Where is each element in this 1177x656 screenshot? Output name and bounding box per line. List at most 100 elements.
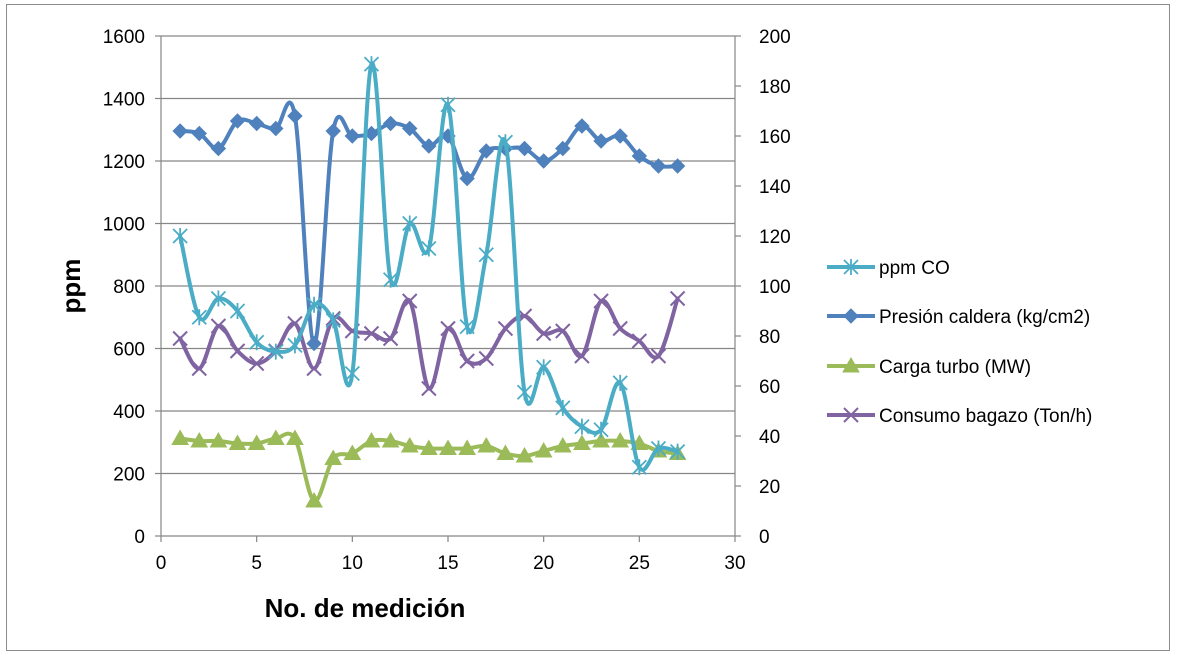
legend-marker-ppm-co <box>843 259 859 275</box>
data-point-presi-n-caldera-kg-cm2-5 <box>248 115 265 132</box>
series-presi-n-caldera-kg-cm2 <box>172 100 686 352</box>
data-point-presi-n-caldera-kg-cm2-17 <box>478 143 494 159</box>
legend-item-presi-n-caldera-kg-cm2: Presión caldera (kg/cm2) <box>827 307 1090 328</box>
data-point-carga-turbo-mw-13 <box>400 436 419 453</box>
data-point-carga-turbo-mw-7 <box>286 429 304 445</box>
y2-tick-label: 80 <box>759 327 780 348</box>
data-point-carga-turbo-mw-14 <box>420 439 438 455</box>
data-point-carga-turbo-mw-22 <box>573 434 591 450</box>
data-point-ppm-co-16 <box>459 318 475 335</box>
data-point-presi-n-caldera-kg-cm2-20 <box>535 153 552 169</box>
y-tick-label: 400 <box>113 402 145 423</box>
data-point-ppm-co-21 <box>555 399 571 416</box>
y-tick-label: 1600 <box>103 27 145 48</box>
data-point-presi-n-caldera-kg-cm2-10 <box>344 128 361 144</box>
legend-label-ppm-co: ppm CO <box>879 258 950 279</box>
data-point-ppm-co-10 <box>344 365 360 382</box>
data-point-presi-n-caldera-kg-cm2-13 <box>402 120 418 137</box>
legend-label-carga-turbo-mw: Carga turbo (MW) <box>879 357 1031 378</box>
x-tick-label: 25 <box>629 553 650 574</box>
data-point-ppm-co-2 <box>191 309 207 326</box>
data-point-presi-n-caldera-kg-cm2-12 <box>382 115 399 132</box>
data-point-ppm-co-8 <box>306 296 322 313</box>
data-point-presi-n-caldera-kg-cm2-9 <box>325 123 341 139</box>
data-point-consumo-bagazo-ton-h-25 <box>631 333 648 349</box>
data-point-carga-turbo-mw-8 <box>305 491 323 508</box>
y2-tick-label: 120 <box>759 227 791 248</box>
y2-tick-label: 20 <box>759 477 780 498</box>
x-tick-label: 5 <box>251 553 262 574</box>
data-point-ppm-co-17 <box>478 246 494 263</box>
series-layer <box>171 56 687 508</box>
data-point-presi-n-caldera-kg-cm2-23 <box>593 133 609 149</box>
legend-marker-consumo-bagazo-ton-h <box>843 407 859 423</box>
data-point-consumo-bagazo-ton-h-5 <box>248 355 265 372</box>
data-point-presi-n-caldera-kg-cm2-16 <box>459 170 475 187</box>
y2-tick-label: 160 <box>759 127 791 148</box>
data-point-ppm-co-7 <box>287 337 303 354</box>
data-point-carga-turbo-mw-4 <box>228 434 247 450</box>
data-point-consumo-bagazo-ton-h-8 <box>306 360 322 377</box>
data-point-presi-n-caldera-kg-cm2-8 <box>306 335 322 352</box>
data-point-carga-turbo-mw-23 <box>592 431 610 448</box>
data-point-consumo-bagazo-ton-h-18 <box>497 320 514 337</box>
data-point-carga-turbo-mw-11 <box>362 431 381 448</box>
data-point-ppm-co-11 <box>363 56 380 73</box>
data-point-presi-n-caldera-kg-cm2-27 <box>669 158 686 174</box>
data-point-ppm-co-19 <box>516 384 533 401</box>
data-point-carga-turbo-mw-16 <box>458 439 476 455</box>
legend-item-carga-turbo-mw: Carga turbo (MW) <box>827 356 1031 378</box>
chart-svg: 0200400600800100012001400160002040608010… <box>56 27 1092 623</box>
legend-marker-presi-n-caldera-kg-cm2 <box>843 308 859 324</box>
data-point-carga-turbo-mw-15 <box>439 439 457 455</box>
data-point-ppm-co-23 <box>593 421 609 438</box>
data-point-consumo-bagazo-ton-h-23 <box>593 293 609 309</box>
data-point-ppm-co-15 <box>440 96 456 113</box>
data-point-presi-n-caldera-kg-cm2-26 <box>650 158 667 174</box>
series-consumo-bagazo-ton-h <box>172 290 686 397</box>
data-point-consumo-bagazo-ton-h-17 <box>478 350 494 367</box>
y2-tick-label: 0 <box>759 527 770 548</box>
legend: ppm CO Presión caldera (kg/cm2) Carga turb… <box>827 258 1092 427</box>
data-point-carga-turbo-mw-24 <box>611 431 630 448</box>
series-ppm-co <box>172 56 686 476</box>
series-carga-turbo-mw <box>171 429 687 508</box>
y-tick-label: 1200 <box>103 152 145 173</box>
legend-item-consumo-bagazo-ton-h: Consumo bagazo (Ton/h) <box>827 406 1092 427</box>
x-tick-label: 10 <box>342 553 363 574</box>
y-tick-label: 800 <box>113 277 145 298</box>
x-tick-label: 30 <box>724 553 745 574</box>
data-point-carga-turbo-mw-20 <box>534 441 553 458</box>
legend-label-consumo-bagazo-ton-h: Consumo bagazo (Ton/h) <box>879 406 1092 427</box>
data-point-carga-turbo-mw-9 <box>324 449 343 465</box>
y2-tick-label: 40 <box>759 427 780 448</box>
data-point-presi-n-caldera-kg-cm2-25 <box>631 148 648 164</box>
y2-tick-label: 200 <box>759 27 791 48</box>
data-point-presi-n-caldera-kg-cm2-19 <box>516 140 533 157</box>
data-point-ppm-co-20 <box>536 359 552 376</box>
data-point-consumo-bagazo-ton-h-2 <box>191 360 207 377</box>
y-tick-label: 200 <box>113 465 145 486</box>
y-axis-title: ppm <box>56 259 86 314</box>
y-tick-label: 1000 <box>103 215 145 236</box>
data-point-ppm-co-14 <box>421 240 437 257</box>
data-point-consumo-bagazo-ton-h-1 <box>172 330 188 347</box>
y-tick-label: 600 <box>113 340 145 361</box>
data-point-carga-turbo-mw-19 <box>515 446 534 463</box>
data-point-presi-n-caldera-kg-cm2-6 <box>268 120 284 137</box>
data-point-ppm-co-3 <box>210 290 227 307</box>
data-point-ppm-co-25 <box>631 459 647 476</box>
y2-tick-label: 60 <box>759 377 780 398</box>
data-point-carga-turbo-mw-1 <box>171 429 189 445</box>
data-point-ppm-co-26 <box>650 440 667 457</box>
data-point-carga-turbo-mw-2 <box>190 431 209 448</box>
data-point-carga-turbo-mw-17 <box>477 436 496 453</box>
x-tick-label: 0 <box>156 553 167 574</box>
data-point-consumo-bagazo-ton-h-13 <box>402 293 418 309</box>
data-point-presi-n-caldera-kg-cm2-3 <box>210 140 227 157</box>
data-point-presi-n-caldera-kg-cm2-7 <box>287 108 303 124</box>
data-point-ppm-co-6 <box>268 343 284 360</box>
data-point-consumo-bagazo-ton-h-20 <box>535 325 552 342</box>
data-point-presi-n-caldera-kg-cm2-2 <box>191 125 207 142</box>
data-point-consumo-bagazo-ton-h-22 <box>574 348 590 364</box>
